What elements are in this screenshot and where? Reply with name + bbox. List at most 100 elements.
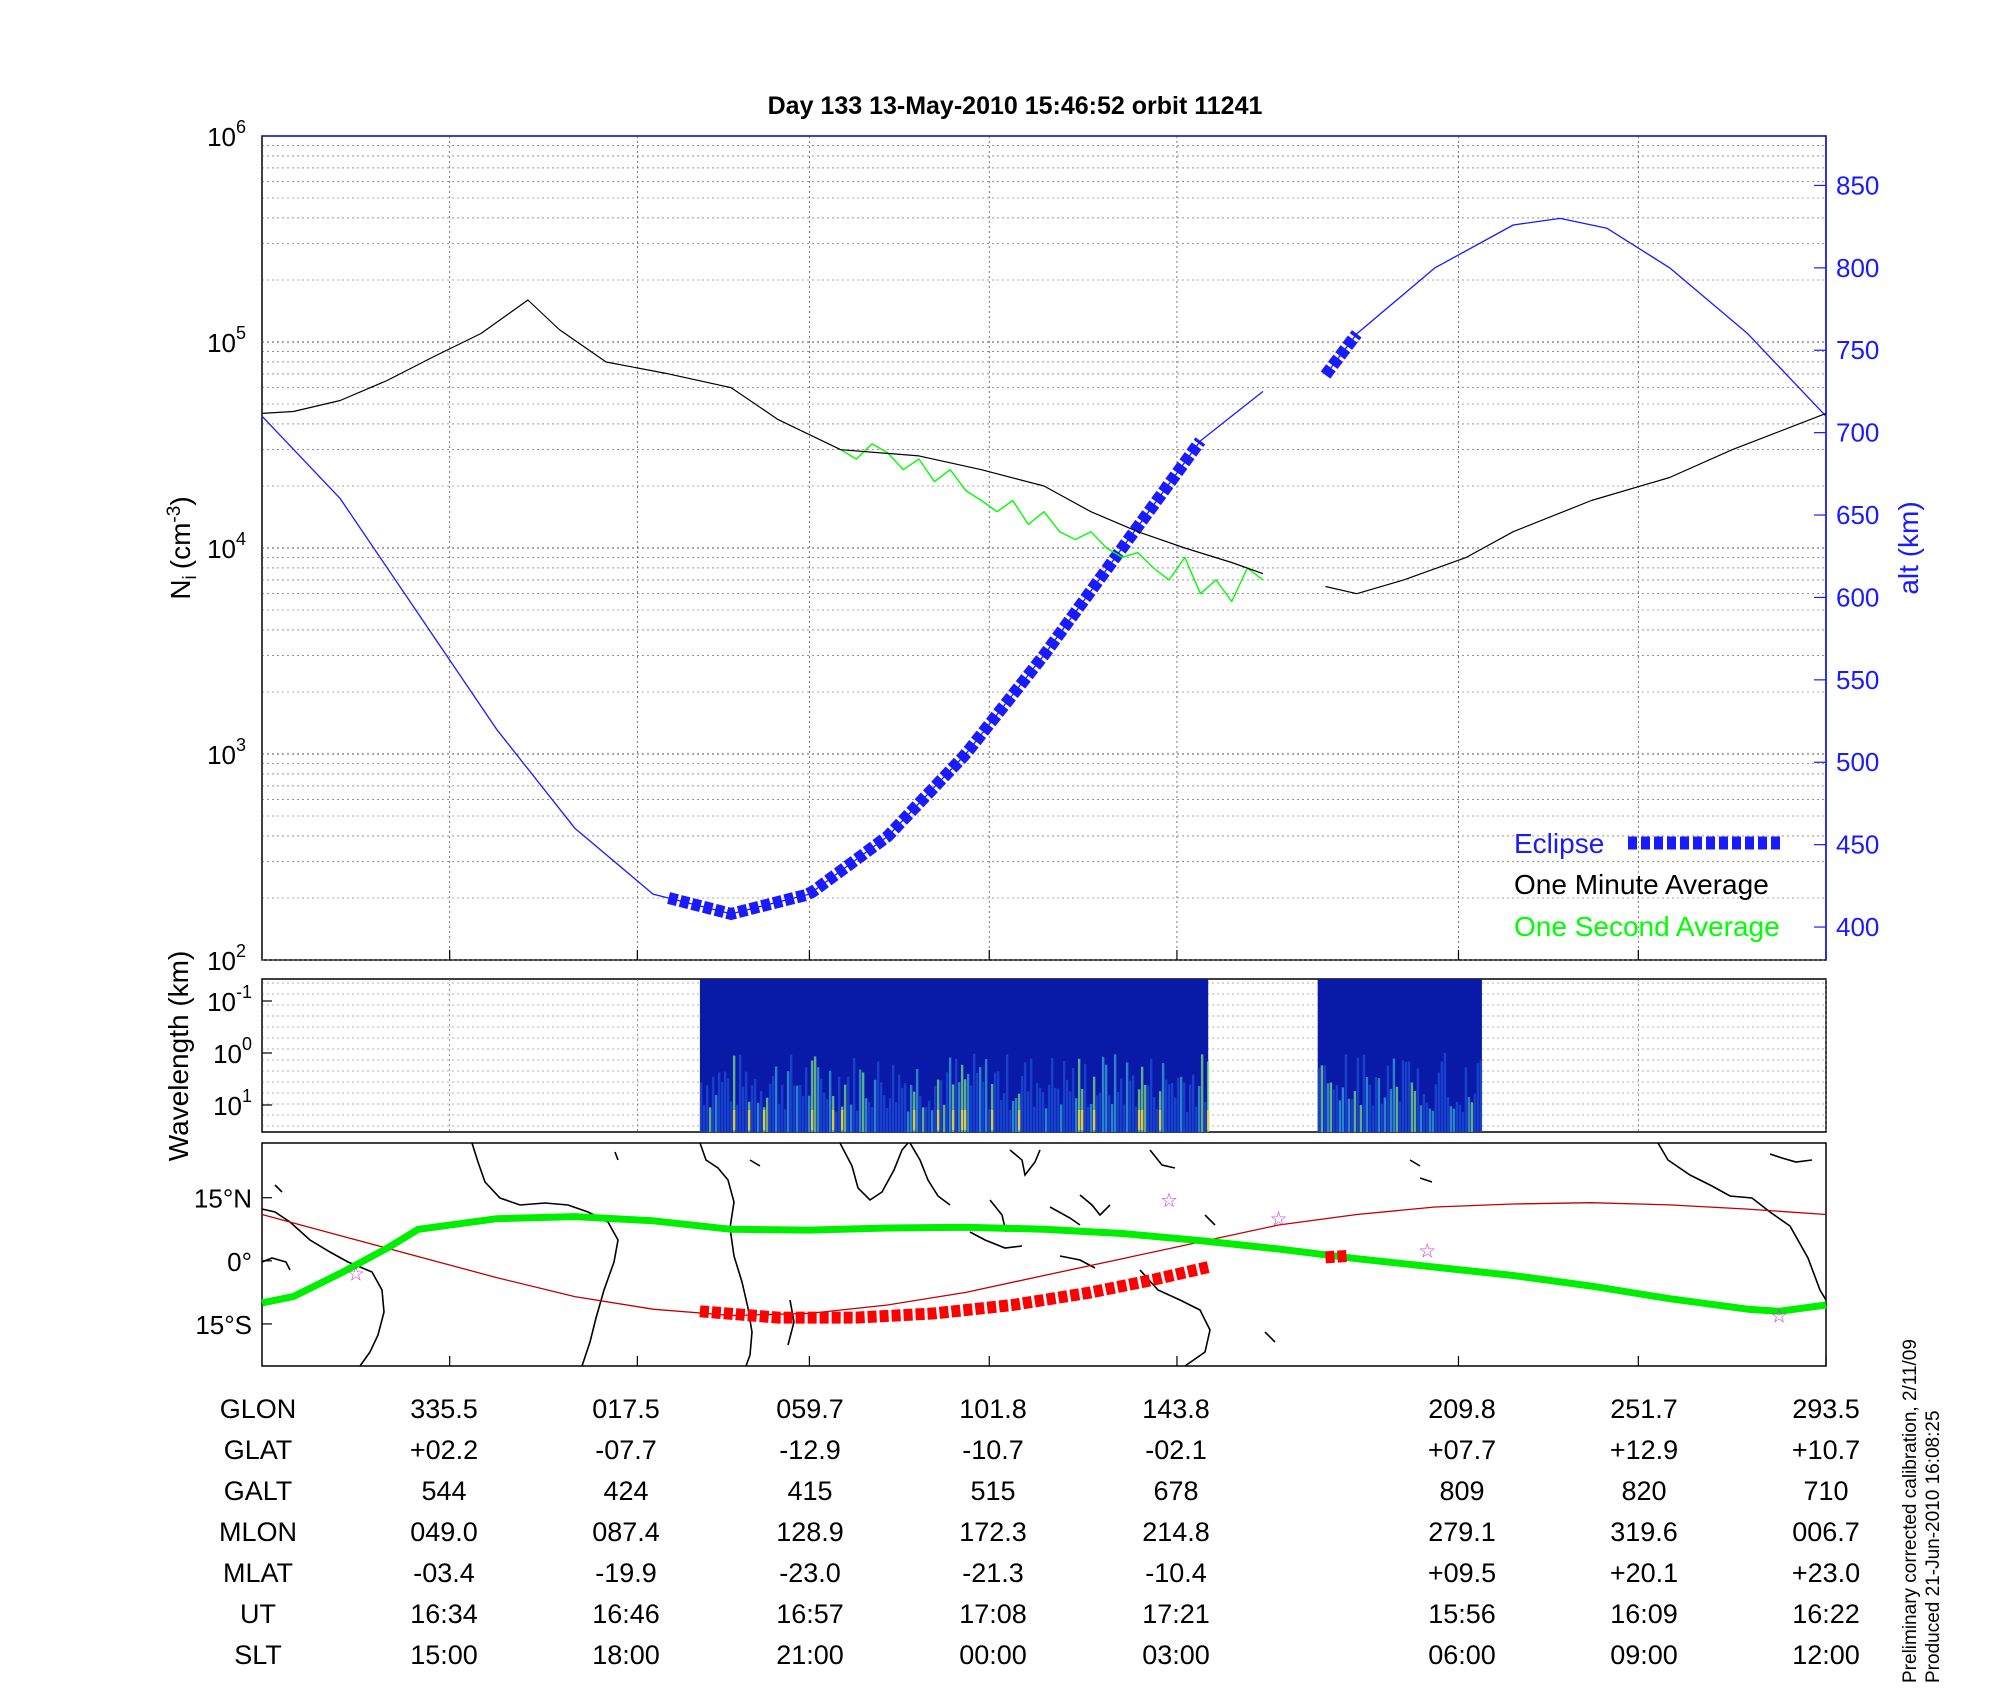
spectrogram-column [1329, 1082, 1333, 1132]
spectrogram-column [1146, 1085, 1150, 1132]
table-cell: -23.0 [779, 1558, 841, 1588]
table-cell: 209.8 [1428, 1394, 1496, 1424]
spectrogram-column [711, 1076, 715, 1132]
table-row-label: GALT [224, 1476, 293, 1506]
spectrogram-column [1170, 1083, 1174, 1132]
spectrogram-column [756, 1102, 760, 1132]
density-one-minute-line-pass2 [1325, 412, 1827, 595]
ylabel-sub: i [180, 575, 201, 579]
table-cell: 18:00 [592, 1640, 660, 1670]
spectrogram-column [1167, 1084, 1171, 1132]
ylabel-n: N [165, 579, 196, 599]
spectrogram-column [1038, 1087, 1042, 1132]
y2-tick-label: 500 [1836, 747, 1879, 777]
table-cell: 335.5 [410, 1394, 478, 1424]
spectrogram-column [1401, 1060, 1405, 1132]
spectrogram-column [918, 1095, 922, 1132]
spectrogram-column [1176, 1077, 1180, 1132]
table-cell: 17:21 [1142, 1599, 1210, 1629]
spectrogram-column [978, 1066, 982, 1132]
spectrogram-column [921, 1107, 925, 1132]
y2-tick-label: 700 [1836, 418, 1879, 448]
spectrogram-column [846, 1076, 850, 1132]
spectrogram-column [804, 1067, 808, 1132]
spectrogram-column [1404, 1061, 1408, 1132]
spectrogram-column [759, 1090, 763, 1132]
panel1-plot [261, 217, 1827, 921]
spectrogram-column [837, 1076, 841, 1132]
table-row-label: MLON [219, 1517, 297, 1547]
spectrogram-column [1359, 1104, 1363, 1132]
spectrogram-column [1005, 1054, 1009, 1132]
y-tick-exponent: 2 [236, 941, 246, 961]
panel2-spectrogram [699, 979, 1483, 1132]
spectrogram-column [738, 1054, 742, 1132]
panel1-y2-ticks: 400 450 500 550 600 650 700 750 800 850 [1814, 170, 1879, 942]
spectrogram-column [1194, 1106, 1198, 1132]
table-cell: -12.9 [779, 1435, 841, 1465]
table-cell: -10.4 [1145, 1558, 1207, 1588]
spectrogram-column [1011, 1100, 1015, 1132]
spectrogram-column [1122, 1104, 1126, 1132]
eclipse-ground-segment-2 [1325, 1249, 1350, 1264]
eclipse-segment [667, 437, 1206, 921]
spectrogram-column [834, 1111, 838, 1132]
spectrogram-column [876, 1061, 880, 1132]
spectrogram-column [1161, 1063, 1165, 1132]
table-cell: +20.1 [1610, 1558, 1678, 1588]
spectrogram-column [960, 1064, 964, 1132]
spectrogram-hot [912, 1110, 916, 1130]
y2-tick-label: 400 [1836, 912, 1879, 942]
spectrogram-column [1467, 1097, 1471, 1132]
spectrogram-column [768, 1083, 772, 1132]
spectrogram-column [1002, 1093, 1006, 1132]
y-axis-label-wavelength: Wavelength (km) [163, 951, 194, 1162]
spectrogram-column [1053, 1087, 1057, 1132]
spectrogram-column [969, 1085, 973, 1132]
y-tick-label: 105 [207, 323, 246, 358]
spectrogram-column [1476, 1063, 1480, 1132]
spectrogram-hot [1158, 1110, 1162, 1130]
spectrogram-column [1152, 1097, 1156, 1132]
eclipse-ground-segment [699, 1261, 1210, 1324]
spectrogram-column [783, 1109, 787, 1132]
y-tick-base: 10 [213, 1039, 242, 1069]
y-tick-label: 100 [213, 1034, 252, 1069]
spectrogram-column [909, 1084, 913, 1132]
spectrogram-column [954, 1058, 958, 1132]
spectrogram-column [948, 1057, 952, 1132]
table-cell: +07.7 [1428, 1435, 1496, 1465]
table-cell: 16:09 [1610, 1599, 1678, 1629]
y2-tick-label: 600 [1836, 582, 1879, 612]
spectrogram-column [828, 1070, 832, 1132]
spectrogram-column [1107, 1095, 1111, 1132]
spectrogram-column [1077, 1058, 1081, 1132]
spectrogram-column [1125, 1062, 1129, 1132]
panel3-tracks: ☆ ☆ ☆ ☆ ☆ [261, 1190, 1827, 1328]
y-axis-label-density: Ni (cm-3) [164, 496, 201, 599]
density-one-minute-line-pass1 [261, 299, 1264, 575]
spectrogram-column [1104, 1064, 1108, 1132]
spectrogram-column [1074, 1098, 1078, 1132]
table-cell: 03:00 [1142, 1640, 1210, 1670]
spectrogram-hot [1140, 1110, 1144, 1130]
y-tick-label: 102 [207, 941, 246, 976]
spectrogram-column [1056, 1088, 1060, 1132]
y-tick-exponent: 0 [242, 1034, 252, 1054]
spectrogram-column [1422, 1093, 1426, 1132]
legend-label-one-second: One Second Average [1514, 911, 1780, 942]
spectrogram-column [1335, 1085, 1339, 1132]
spectrogram-column [981, 1081, 985, 1132]
y-tick-label: 103 [207, 735, 246, 770]
table-cell: 809 [1439, 1476, 1484, 1506]
spectrogram-column [720, 1082, 724, 1132]
spectrogram-column [1377, 1078, 1381, 1132]
spectrogram-hot [963, 1110, 967, 1130]
spectrogram-column [1344, 1054, 1348, 1132]
table-cell: 16:46 [592, 1599, 660, 1629]
y-tick-label: 104 [207, 529, 246, 564]
spectrogram-column [1131, 1075, 1135, 1132]
spectrogram-column [1380, 1103, 1384, 1132]
spectrogram-column [903, 1083, 907, 1132]
